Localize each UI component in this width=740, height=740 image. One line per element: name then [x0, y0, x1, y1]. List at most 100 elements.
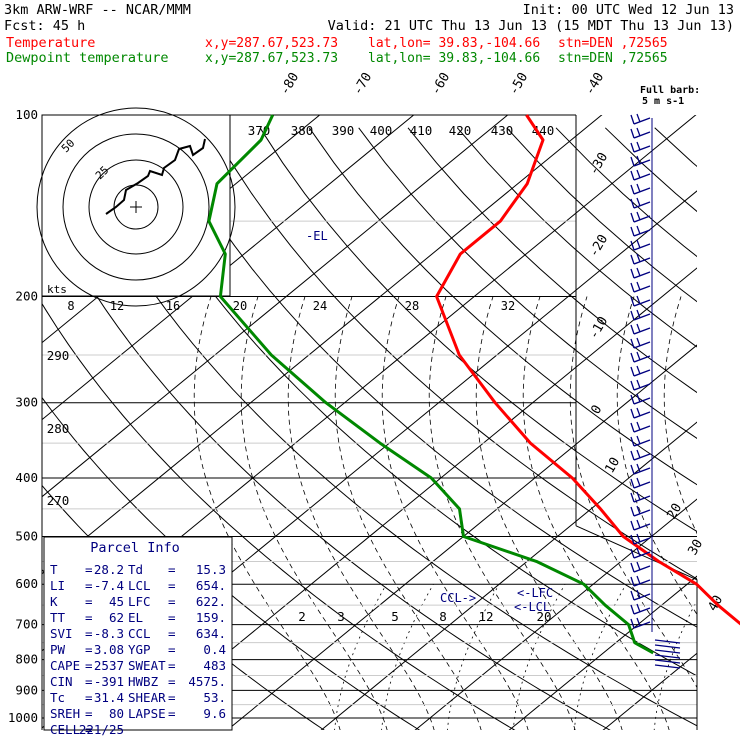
- parcel-cell: =: [85, 626, 93, 641]
- temperature-tick-label: -60: [428, 70, 453, 98]
- wind-barb: [633, 215, 651, 223]
- wind-barb-flag: [636, 309, 641, 319]
- moist-adiabat: [522, 296, 670, 730]
- wind-barb-low: [654, 664, 681, 669]
- wind-barb: [633, 537, 651, 545]
- temperature-tick-label: -10: [586, 314, 611, 342]
- wind-barb-flag: [630, 282, 635, 293]
- moist-adiabat: [428, 296, 576, 730]
- left-theta-label: 290: [47, 348, 70, 363]
- parcel-cell: =: [85, 642, 93, 657]
- wind-barb-flag: [630, 128, 635, 139]
- parcel-cell: =: [168, 594, 176, 609]
- wind-barb-flag: [636, 603, 641, 613]
- mixing-ratio-line: [573, 584, 627, 730]
- wind-barb-flag: [636, 197, 641, 207]
- wind-barb: [633, 201, 651, 209]
- parcel-cell: HWBZ: [128, 674, 159, 689]
- wind-barb-flag: [630, 436, 635, 447]
- wind-barb-flag: [630, 240, 635, 251]
- parcel-cell: =: [85, 690, 93, 705]
- left-theta-label: 280: [47, 421, 70, 436]
- wind-barb-flag: [636, 519, 641, 529]
- wind-barb-flag: [630, 254, 635, 265]
- isotherm-line: [42, 115, 509, 498]
- wind-barb-flag: [630, 422, 635, 433]
- wind-barb: [633, 327, 651, 335]
- temp-station: stn=DEN ,72565: [558, 36, 668, 51]
- wind-barb-flag: [630, 394, 635, 405]
- hodo-speed-label: 16: [166, 299, 180, 313]
- hodo-speed-label: 24: [313, 299, 327, 313]
- wind-barb: [633, 467, 651, 475]
- dewpoint-legend: Dewpoint temperature: [6, 50, 169, 66]
- parcel-cell: -7.4: [94, 578, 124, 593]
- wind-barb: [633, 257, 651, 265]
- parcel-cell: =: [85, 674, 93, 689]
- wind-barb-flag: [636, 463, 641, 473]
- parcel-cell: Tc: [50, 690, 65, 705]
- hodo-speed-label: 20: [233, 299, 247, 313]
- init-time: Init: 00 UTC Wed 12 Jun 13: [523, 2, 734, 18]
- pressure-label: 200: [15, 289, 38, 304]
- wind-barb-flag: [636, 267, 641, 277]
- parcel-cell: CAPE: [50, 658, 80, 673]
- wind-barb-flag: [636, 295, 641, 305]
- parcel-cell: 31.4: [94, 690, 124, 705]
- isotherm-line: [226, 344, 697, 730]
- wind-barb: [633, 271, 651, 279]
- level-annotation: CCL->: [440, 591, 476, 605]
- parcel-cell: 4575.: [188, 674, 226, 689]
- wind-barb-flag: [636, 225, 641, 235]
- parcel-cell: 654.: [196, 578, 226, 593]
- isotherm-line: [508, 575, 697, 730]
- dry-adiabat: [210, 127, 697, 580]
- wind-barb-flag: [636, 379, 641, 389]
- wind-barb-flag: [630, 534, 635, 545]
- parcel-box-frame: [43, 536, 233, 731]
- wind-barb: [633, 145, 651, 153]
- wind-barb-low: [654, 639, 681, 644]
- parcel-cell: =: [85, 562, 93, 577]
- wind-barb-flag: [636, 155, 641, 165]
- level-annotations: -EL <-LFC<-LCL CCL->: [306, 229, 553, 614]
- parcel-cell: =: [168, 674, 176, 689]
- parcel-cell: =: [168, 642, 176, 657]
- pressure-label: 800: [15, 652, 38, 667]
- theta-label: 420: [449, 123, 472, 138]
- hodograph-ring: [62, 133, 210, 281]
- parcel-cell: =: [85, 658, 93, 673]
- wind-barb-flag: [630, 226, 635, 237]
- wind-barb-flag: [636, 407, 641, 417]
- parcel-cell: =: [168, 610, 176, 625]
- mixing-ratio-line: [653, 599, 697, 730]
- mixing-ratio-labels: 2 3 5 8 12 20: [298, 609, 551, 624]
- right-border-lower: [575, 525, 698, 730]
- hodograph-trace: [105, 138, 206, 215]
- wind-barb-flag: [630, 464, 635, 475]
- wind-barb-flag: [630, 170, 635, 181]
- wind-barb-flag: [630, 576, 635, 587]
- wind-barb-flag: [630, 268, 635, 279]
- pressure-label: 400: [15, 470, 38, 485]
- forecast-hour: Fcst: 45 h: [4, 18, 85, 34]
- wind-barb-flag: [630, 506, 635, 517]
- mixing-ratio-line: [446, 584, 500, 730]
- dry-adiabat: [358, 127, 697, 439]
- level-annotation: <-LCL: [514, 600, 550, 614]
- wind-barb-flag: [636, 211, 641, 221]
- isotherm-line: [132, 267, 697, 730]
- wind-barb-flag: [636, 561, 641, 571]
- sounding-series: [207, 114, 740, 655]
- pressure-label: 700: [15, 617, 38, 632]
- wind-barb-flag: [636, 113, 641, 123]
- temperature-line: [435, 114, 740, 626]
- dewpoint-line: [207, 114, 654, 655]
- dry-adiabat: [111, 127, 697, 677]
- mixing-ratio-label: 3: [337, 609, 345, 624]
- wind-barb: [633, 313, 651, 321]
- parcel-cell: 15.3: [196, 562, 226, 577]
